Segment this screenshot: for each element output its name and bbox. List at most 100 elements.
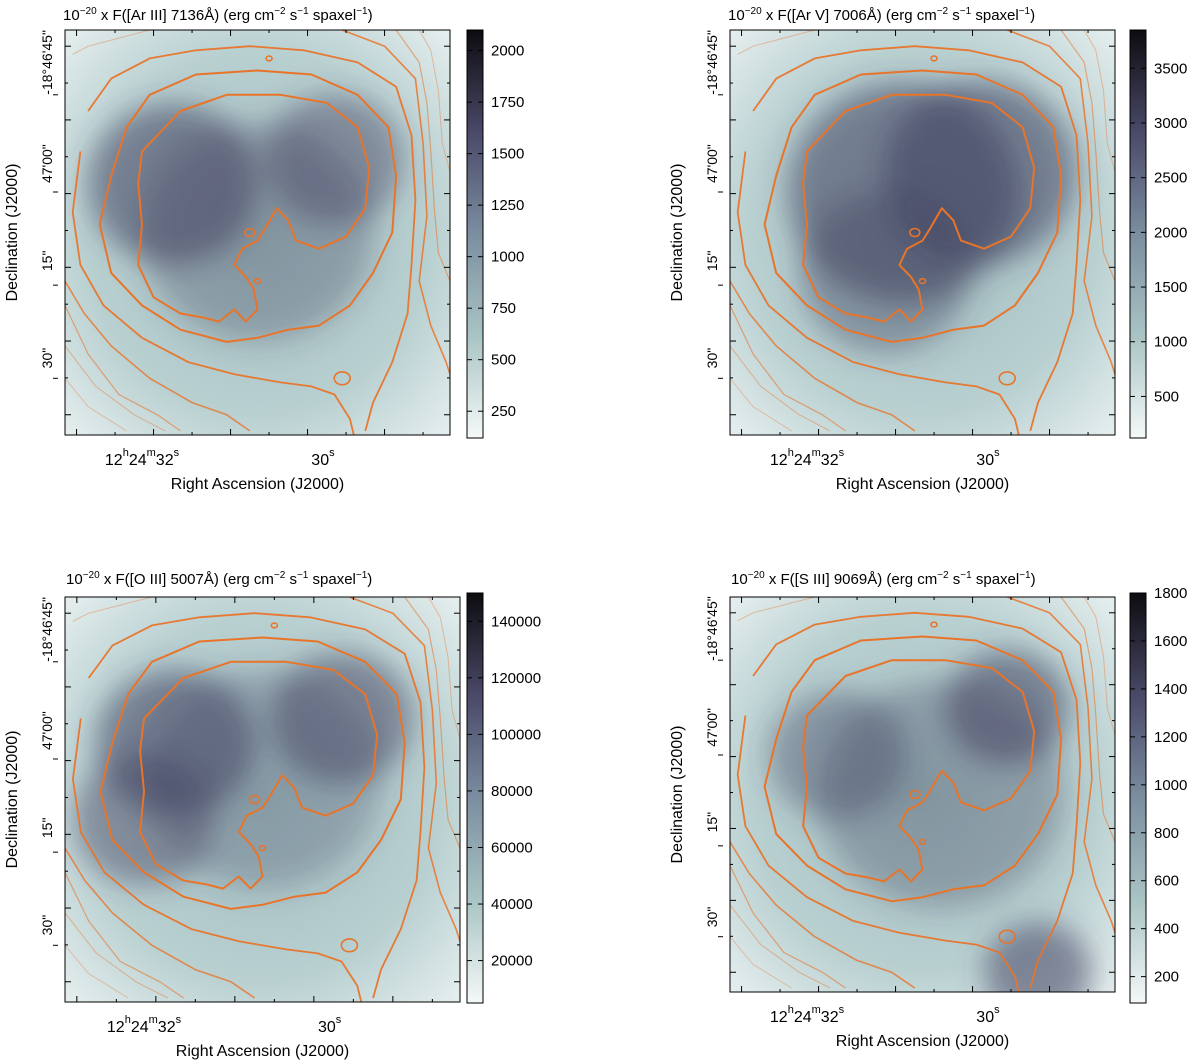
y-tick-label: -18°46'45" <box>704 596 720 661</box>
x-axis-label: Right Ascension (J2000) <box>836 1033 1009 1050</box>
panel-4: 10−20 x F([S III] 9069Å) (erg cm−2 s−1 s… <box>669 570 1187 1050</box>
colorbar-tick-label: 2000 <box>491 43 524 60</box>
contour-line <box>395 30 450 282</box>
contour-loop <box>930 55 938 62</box>
contour-loop <box>998 371 1017 386</box>
contour-loop <box>930 621 938 628</box>
contour-line <box>65 872 184 999</box>
colorbar-tick-label: 250 <box>491 403 516 420</box>
colorbar: 140000 120000 100000 80000 60000 40000 20000 <box>466 592 541 1004</box>
contour-line <box>730 280 916 432</box>
contour-line <box>72 718 363 1002</box>
colorbar-tick-label: 1750 <box>491 94 524 111</box>
contour-line <box>737 30 815 55</box>
contour-line <box>137 93 371 323</box>
contour-line <box>65 280 251 432</box>
colorbar-tick-label: 1250 <box>491 197 524 214</box>
contour-line <box>349 597 460 942</box>
contour-line <box>730 841 916 989</box>
emission-map-image <box>730 30 1115 435</box>
y-tick-label: 15" <box>704 812 720 833</box>
colorbar-tick-label: 40000 <box>491 896 533 913</box>
contour-line <box>65 305 181 432</box>
contour-line <box>802 93 1036 323</box>
contour-loop <box>918 277 927 285</box>
colorbar-scale <box>1129 29 1147 439</box>
colorbar-tick-label: 800 <box>1154 825 1179 842</box>
emission-map-image <box>65 597 460 1002</box>
x-tick-label: 30s <box>318 1014 342 1036</box>
y-tick-label: -18°46'45" <box>704 30 720 95</box>
x-axis-label: Right Ascension (J2000) <box>171 476 344 493</box>
contour-loop <box>244 227 256 238</box>
panel-title: 10−20 x F([Ar III] 7136Å) (erg cm−2 s−1 … <box>63 6 373 24</box>
contour-line <box>1083 30 1115 172</box>
colorbar-tick-label: 2500 <box>1154 170 1187 187</box>
contour-line <box>730 345 831 432</box>
contour-line <box>736 151 1020 435</box>
contour-line <box>71 151 355 435</box>
contour-loop <box>258 844 267 852</box>
contour-loop <box>270 622 279 629</box>
colorbar-tick-label: 3000 <box>1154 115 1187 132</box>
colorbar-tick-label: 1600 <box>1154 633 1187 650</box>
panel-title: 10−20 x F([Ar V] 7006Å) (erg cm−2 s−1 sp… <box>728 6 1035 24</box>
y-tick-label: 15" <box>39 251 55 272</box>
y-tick-label: 30" <box>704 348 720 369</box>
colorbar-tick-label: 120000 <box>491 670 541 687</box>
colorbar: 3500 3000 2500 2000 1500 1000 500 <box>1129 29 1187 439</box>
colorbar-tick-label: 3500 <box>1154 60 1187 77</box>
y-tick-label: 47'00" <box>39 144 55 183</box>
colorbar-tick-label: 60000 <box>491 839 533 856</box>
colorbar-tick-label: 2000 <box>1154 224 1187 241</box>
contour-line <box>730 865 846 989</box>
contour-line <box>763 635 1063 903</box>
contour-loop <box>333 371 352 386</box>
contour-line <box>418 30 450 172</box>
contour-loop <box>340 938 359 953</box>
contour-line <box>65 912 168 999</box>
contour-line <box>98 69 398 343</box>
colorbar-tick-label: 1200 <box>1154 729 1187 746</box>
colorbar-tick-label: 1400 <box>1154 681 1187 698</box>
contour-set <box>65 30 450 435</box>
y-axis-label: Declination (J2000) <box>4 731 21 869</box>
y-axis-label: Declination (J2000) <box>669 726 686 864</box>
x-tick-label: 30s <box>976 447 1000 469</box>
contour-loop <box>248 794 261 805</box>
y-tick-label: 30" <box>39 915 55 936</box>
x-tick-label: 30s <box>311 447 335 469</box>
contour-line <box>427 597 460 739</box>
contour-loop <box>265 55 273 62</box>
colorbar-tick-label: 140000 <box>491 613 541 630</box>
x-tick-label: 12h24m32s <box>770 447 845 469</box>
y-tick-label: 47'00" <box>39 711 55 750</box>
contour-line <box>65 377 127 432</box>
emission-map-image <box>730 597 1115 992</box>
contour-line <box>763 69 1063 343</box>
contour-line <box>139 660 379 890</box>
colorbar: 1800 1600 1400 1200 1000 800 600 400 200 <box>1129 585 1187 1004</box>
contour-line <box>87 612 426 999</box>
emission-blob <box>142 123 373 342</box>
panel-title: 10−20 x F([S III] 9069Å) (erg cm−2 s−1 s… <box>731 570 1036 588</box>
contour-line <box>72 30 150 55</box>
contour-loop <box>918 838 927 846</box>
contour-set <box>65 597 460 1002</box>
y-tick-label: 15" <box>704 251 720 272</box>
plot-frame <box>64 29 451 436</box>
y-tick-label: 15" <box>39 818 55 839</box>
colorbar-tick-label: 750 <box>491 300 516 317</box>
emission-map-image <box>65 30 450 435</box>
x-tick-label: 30s <box>976 1004 1000 1026</box>
contour-line <box>341 30 450 375</box>
x-axis-label: Right Ascension (J2000) <box>836 476 1009 493</box>
contour-line <box>1060 597 1115 843</box>
contour-line <box>730 936 792 989</box>
x-tick-label: 12h24m32s <box>107 1014 182 1036</box>
y-tick-label: 47'00" <box>704 708 720 747</box>
colorbar-scale <box>466 592 484 1004</box>
plot-frame <box>729 596 1116 993</box>
y-tick-label: 47'00" <box>704 144 720 183</box>
colorbar-tick-label: 400 <box>1154 921 1179 938</box>
